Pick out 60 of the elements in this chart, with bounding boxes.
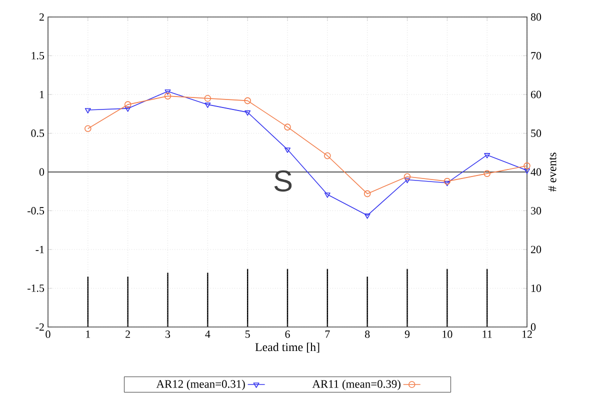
- point: [164, 90, 171, 95]
- point: [124, 106, 131, 112]
- y2-tick-label: 40: [530, 168, 542, 176]
- y-tick-label: -1.5: [28, 284, 44, 292]
- point: [84, 108, 91, 114]
- x-tick-label: 9: [404, 330, 410, 338]
- x-tick-label: 2: [126, 330, 130, 338]
- y2-tick-label: 70: [531, 52, 542, 60]
- point: [524, 162, 530, 170]
- point: [364, 190, 371, 198]
- y2-axis-title: # events: [548, 152, 556, 192]
- point: [164, 92, 172, 100]
- point: [284, 124, 291, 130]
- point: [444, 180, 450, 186]
- x-tick-label: 3: [166, 330, 170, 338]
- y-tick-label: 0.5: [31, 130, 44, 137]
- y-tick-label: -1: [36, 246, 44, 254]
- annotation: S: [274, 170, 292, 192]
- y2-tick-label: 50: [531, 130, 542, 137]
- point: [124, 101, 132, 108]
- point: [84, 125, 92, 132]
- point: [324, 152, 331, 160]
- point: [524, 168, 530, 174]
- point: [484, 170, 490, 177]
- legend-label: AR11 (mean=0.39): [312, 380, 400, 390]
- y2-tick-label: 80: [530, 13, 542, 21]
- point: [244, 110, 251, 116]
- y2-tick-label: 10: [531, 284, 542, 292]
- point: [284, 148, 290, 153]
- y-tick-label: -0.5: [28, 207, 44, 214]
- point: [364, 214, 370, 219]
- y2-tick-label: 0: [530, 323, 536, 331]
- point: [324, 192, 330, 198]
- point: [404, 173, 411, 180]
- legend-label: AR12 (mean=0.31): [156, 380, 245, 390]
- x-tick-label: 0: [46, 330, 50, 338]
- y-tick-label: 0: [39, 168, 44, 176]
- point: [444, 178, 451, 185]
- y-tick-label: 1: [40, 90, 44, 98]
- point: [404, 178, 410, 184]
- y2-tick-label: 30: [531, 207, 542, 214]
- x-tick-label: 11: [482, 330, 492, 338]
- x-tick-label: 12: [522, 330, 532, 338]
- x-tick-label: 1: [86, 330, 90, 338]
- y-tick-label: -2: [36, 323, 44, 331]
- point: [484, 153, 490, 158]
- y-tick-label: 2: [39, 13, 44, 21]
- x-tick-label: 7: [325, 330, 330, 338]
- x-tick-label: 10: [442, 330, 452, 338]
- point: [204, 94, 212, 102]
- point: [244, 97, 251, 104]
- point: [204, 102, 211, 108]
- x-axis-title: Lead time [h]: [255, 342, 320, 353]
- x-tick-label: 5: [245, 330, 250, 338]
- x-tick-label: 8: [365, 330, 370, 338]
- x-tick-label: 4: [205, 330, 210, 338]
- y-tick-label: 1.5: [32, 52, 44, 60]
- x-tick-label: 6: [285, 330, 290, 338]
- y2-tick-label: 20: [531, 246, 542, 254]
- y2-tick-label: 60: [530, 90, 542, 98]
